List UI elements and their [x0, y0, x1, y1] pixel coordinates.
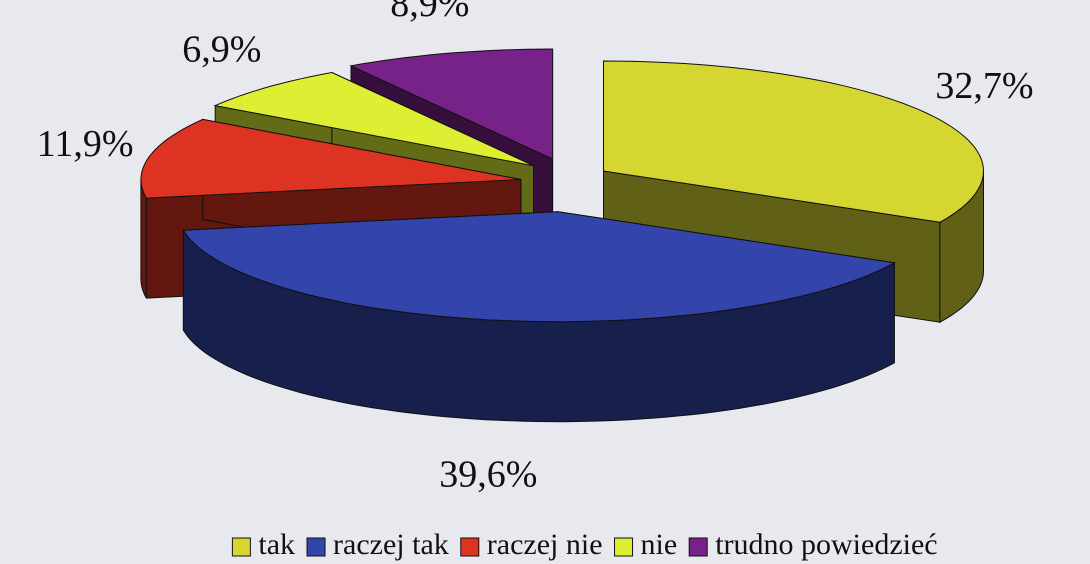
- legend-swatch: [231, 537, 251, 557]
- legend-swatch: [688, 537, 708, 557]
- legend-swatch: [460, 537, 480, 557]
- data-label: 11,9%: [37, 123, 134, 165]
- data-label: 39,6%: [439, 453, 537, 495]
- legend-label: tak: [258, 528, 295, 561]
- slice: [140, 118, 521, 199]
- slice: [213, 71, 534, 167]
- data-label: 8,9%: [390, 0, 469, 25]
- data-label: 32,7%: [935, 65, 1033, 107]
- slice: [182, 211, 896, 323]
- legend-swatch: [306, 537, 326, 557]
- data-label: 6,9%: [182, 29, 261, 71]
- slice: [603, 60, 985, 223]
- slice: [349, 48, 554, 160]
- legend-label: nie: [641, 528, 678, 561]
- legend-label: trudno powiedzieć: [715, 528, 937, 561]
- legend-swatch: [614, 537, 634, 557]
- legend-label: raczej nie: [487, 528, 603, 561]
- legend-label: raczej tak: [333, 528, 449, 561]
